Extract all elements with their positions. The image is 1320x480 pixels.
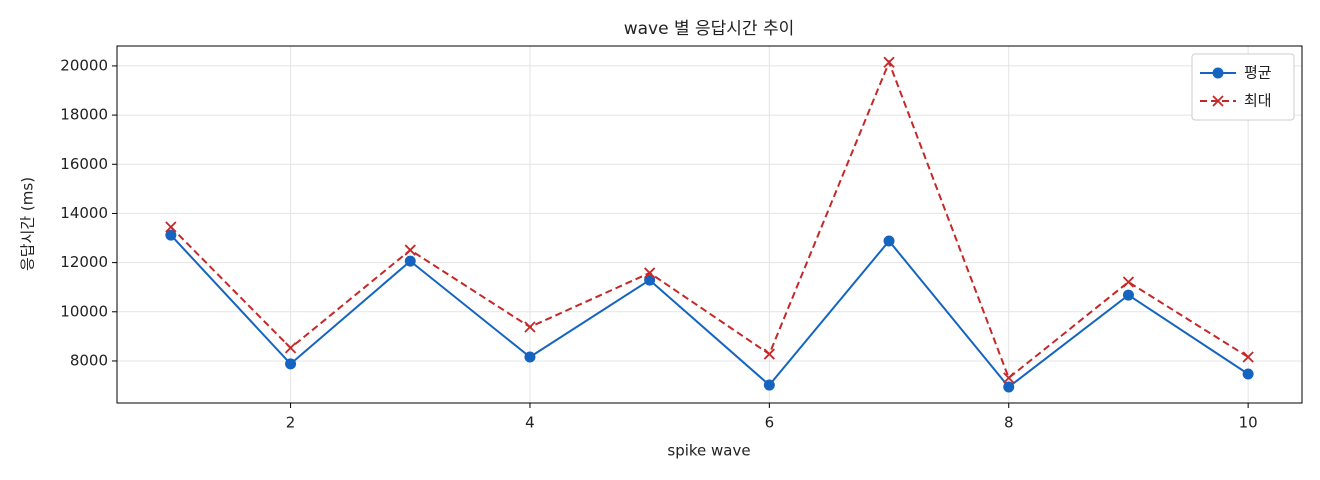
data-point: [883, 56, 895, 68]
data-point: [644, 267, 656, 279]
x-tick-label: 8: [1004, 414, 1014, 432]
data-point: [165, 221, 177, 233]
data-point: [1003, 372, 1015, 384]
plot-frame: [116, 45, 1303, 404]
legend-marker: [1212, 95, 1224, 107]
data-point: [1242, 351, 1254, 363]
y-tick-label: 10000: [60, 302, 108, 320]
data-point: [284, 342, 297, 354]
data-point: [763, 379, 775, 391]
legend-label: 최대: [1244, 92, 1272, 110]
y-tick-label: 12000: [60, 253, 108, 271]
data-point: [285, 358, 297, 370]
legend-label: 평균: [1244, 64, 1272, 82]
data-point: [883, 235, 895, 247]
series-line: [170, 59, 1249, 380]
data-point: [1003, 381, 1015, 393]
series-line: [170, 234, 1249, 389]
data-point: [1122, 276, 1135, 288]
data-point: [763, 348, 775, 360]
data-point: [404, 255, 416, 267]
chart-title: wave 별 응답시간 추이: [624, 19, 795, 39]
y-axis-label: 응답시간 (ms): [19, 177, 37, 271]
legend-box: [1191, 53, 1295, 121]
data-point: [1122, 289, 1134, 301]
x-tick-label: 10: [1239, 414, 1258, 432]
data-point: [524, 321, 536, 333]
data-point: [165, 229, 177, 241]
x-axis-label: spike wave: [667, 442, 750, 460]
x-tick-label: 6: [765, 414, 775, 432]
y-tick-label: 18000: [60, 106, 108, 124]
data-point: [644, 274, 656, 286]
y-tick-label: 8000: [70, 351, 108, 369]
x-tick-label: 4: [525, 414, 535, 432]
y-tick-label: 20000: [60, 56, 108, 74]
y-tick-label: 16000: [60, 155, 108, 173]
data-point: [404, 244, 416, 256]
legend-marker: [1212, 67, 1224, 79]
data-point: [524, 351, 536, 363]
y-tick-label: 14000: [60, 204, 108, 222]
x-tick-label: 2: [286, 414, 296, 432]
data-point: [1242, 368, 1254, 380]
